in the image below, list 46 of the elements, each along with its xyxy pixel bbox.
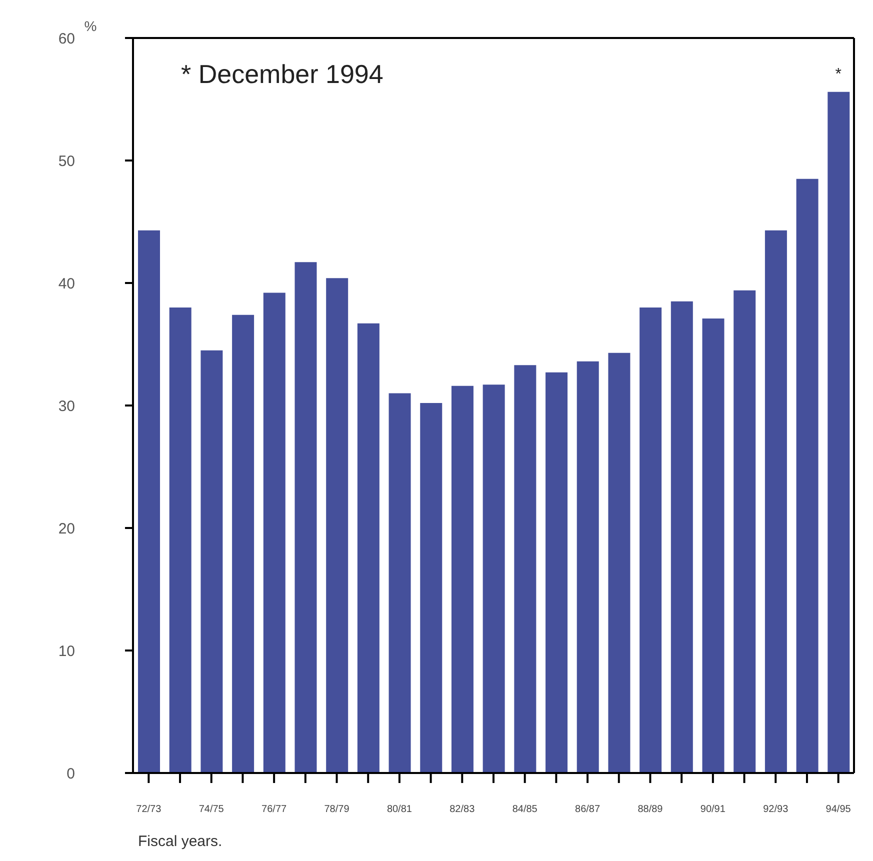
- annotation: * December 1994: [181, 59, 384, 89]
- bar: [546, 372, 568, 773]
- y-tick-label: 30: [58, 398, 75, 415]
- x-tick-label: 94/95: [826, 804, 852, 816]
- bar: [357, 323, 380, 773]
- y-tick-label: 10: [58, 642, 75, 660]
- bar: [640, 308, 662, 773]
- bar: [514, 365, 536, 773]
- bar: [796, 178, 818, 773]
- y-tick-label: 40: [58, 275, 75, 292]
- bar: [670, 301, 693, 773]
- y-tick-label: 0: [66, 765, 75, 782]
- bar: [576, 361, 599, 773]
- x-tick-label: 74/75: [198, 804, 224, 816]
- x-tick-label: 72/73: [136, 804, 162, 816]
- bar: [138, 230, 160, 773]
- bar: [232, 314, 254, 773]
- y-tick-label: 60: [58, 30, 75, 48]
- x-axis-title: Fiscal years.: [138, 833, 222, 850]
- bar: [764, 230, 787, 773]
- x-tick-label: 90/91: [700, 804, 726, 816]
- x-tick-label: 92/93: [763, 804, 789, 816]
- y-axis-title: %: [84, 18, 97, 34]
- bar: [608, 352, 630, 773]
- x-tick-label: 86/87: [575, 804, 600, 816]
- bar: [828, 92, 850, 773]
- bar: [200, 350, 223, 773]
- bar: [294, 262, 317, 773]
- bar: [420, 403, 442, 773]
- bar: [702, 318, 724, 773]
- x-tick-label: 82/83: [450, 804, 476, 816]
- y-tick-label: 50: [58, 152, 75, 170]
- bar: [263, 292, 286, 773]
- y-tick-label: 20: [58, 520, 75, 538]
- bar: [734, 290, 756, 773]
- bar: [326, 278, 348, 773]
- bar: [169, 308, 192, 773]
- x-tick-label: 78/79: [324, 804, 350, 816]
- x-tick-label: 76/77: [262, 804, 288, 816]
- x-tick-label: 80/81: [386, 804, 412, 816]
- x-tick-label: 84/85: [512, 804, 538, 816]
- bar: [388, 393, 411, 773]
- bar: [482, 384, 505, 773]
- annotation: *: [835, 66, 842, 83]
- bar: [451, 386, 474, 773]
- x-tick-label: 88/89: [638, 804, 664, 816]
